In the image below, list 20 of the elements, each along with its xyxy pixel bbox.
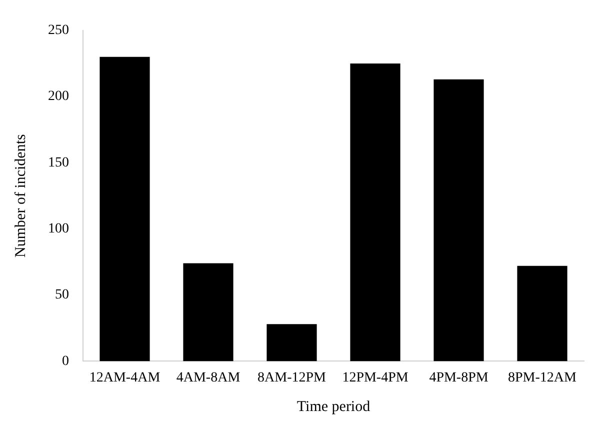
bar (266, 324, 317, 362)
x-axis-title: Time period (296, 398, 371, 415)
bar (183, 263, 234, 362)
x-tick-label: 8PM-12AM (508, 370, 578, 386)
x-tick-label: 4PM-8PM (429, 370, 489, 386)
bar (350, 63, 400, 362)
y-axis-title: Number of incidents (12, 134, 29, 258)
x-tick-label: 8AM-12PM (258, 370, 327, 386)
y-tick-label: 0 (62, 354, 69, 369)
y-tick-label: 150 (48, 155, 69, 170)
y-tick-label: 100 (48, 222, 69, 237)
bar (517, 266, 568, 362)
y-tick-label: 250 (48, 23, 69, 38)
x-tick-label: 4AM-8AM (176, 370, 241, 386)
x-tick-label: 12PM-4PM (342, 370, 409, 386)
x-tick-label: 12AM-4AM (89, 370, 161, 386)
y-tick-label: 50 (55, 288, 69, 303)
bar (100, 56, 150, 362)
y-tick-label: 200 (48, 89, 69, 104)
bar (434, 79, 484, 362)
